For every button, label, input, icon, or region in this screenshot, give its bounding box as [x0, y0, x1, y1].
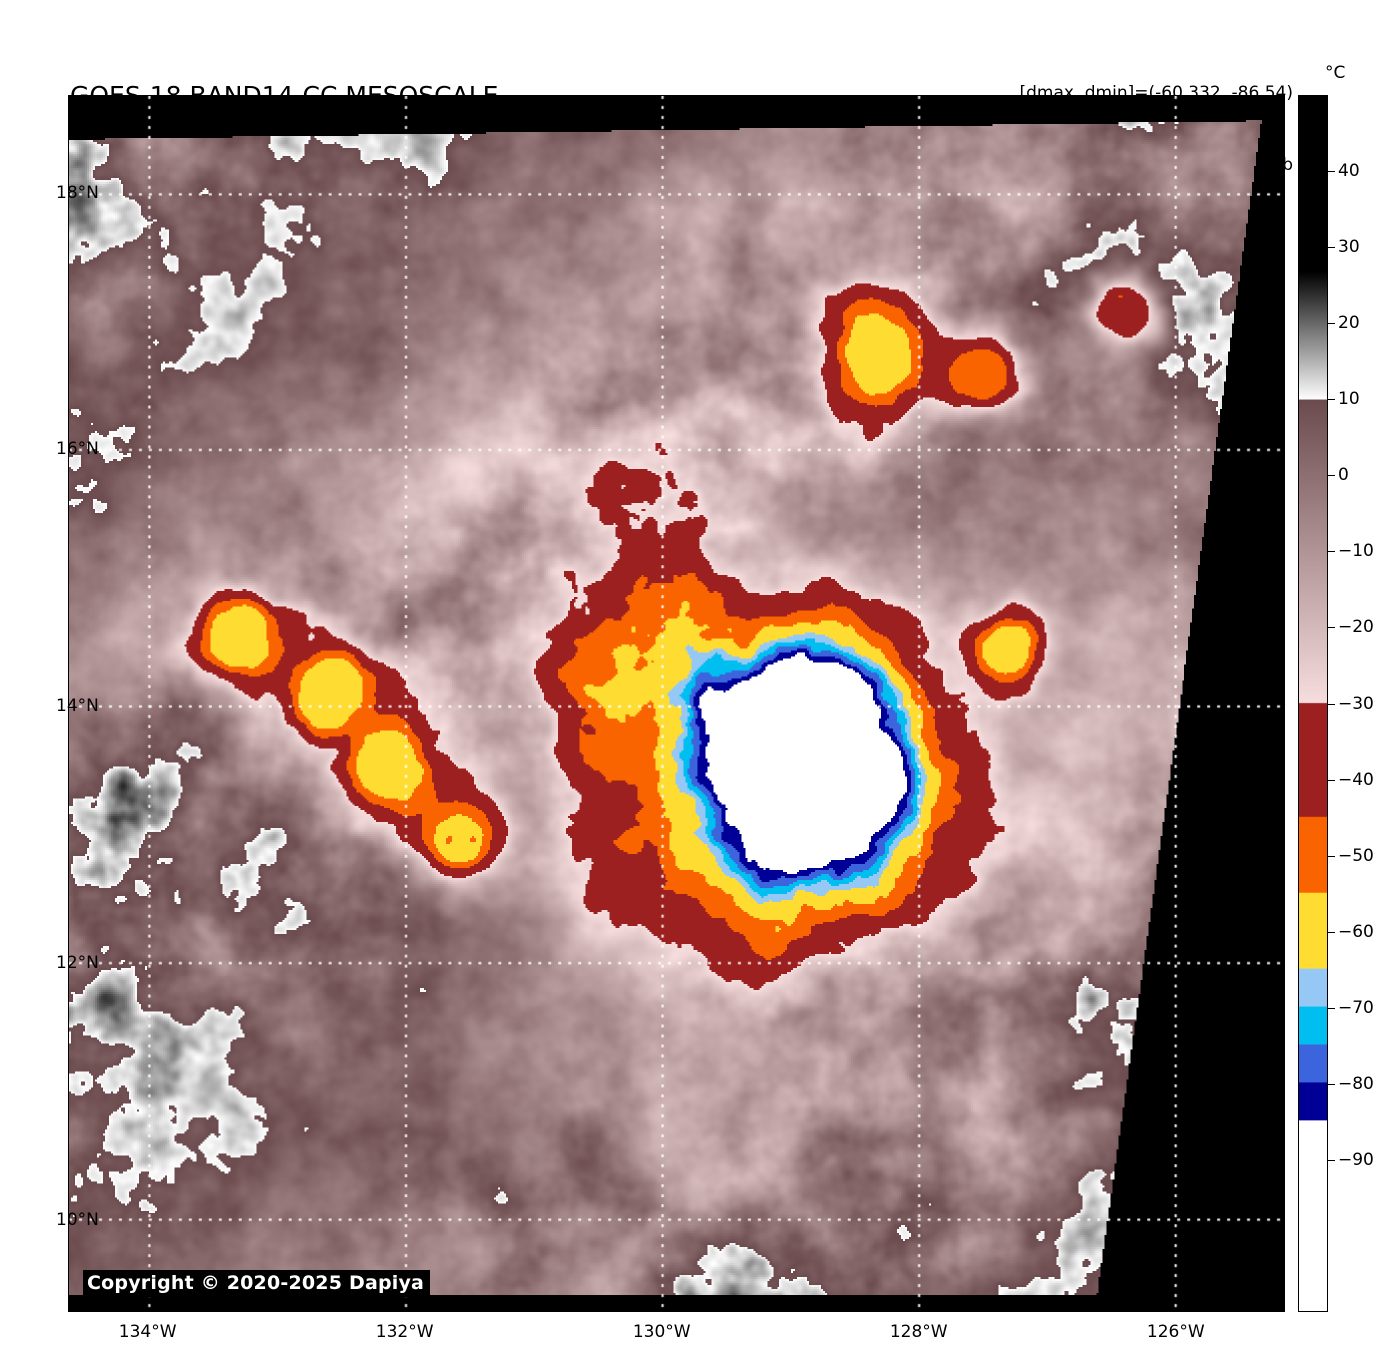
x-axis-tick-3: 128°W: [889, 1322, 948, 1342]
colorbar-tick-7: −30: [1338, 693, 1374, 714]
colorbar-tick-mark-5: [1328, 551, 1335, 553]
y-axis-tick-0: 18°N: [56, 182, 99, 203]
colorbar-tick-6: −20: [1338, 617, 1374, 638]
y-axis-tick-3: 12°N: [56, 952, 99, 973]
satellite-image-plot[interactable]: Copyright © 2020-2025 Dapiya: [68, 95, 1285, 1312]
x-axis-tick-1: 132°W: [375, 1322, 434, 1342]
colorbar-tick-4: 0: [1338, 465, 1349, 486]
x-axis-tick-2: 130°W: [632, 1322, 691, 1342]
colorbar-tick-11: −70: [1338, 997, 1374, 1018]
satellite-imagery-canvas: [69, 96, 1284, 1311]
colorbar-tick-mark-3: [1328, 399, 1335, 401]
colorbar-tick-mark-6: [1328, 627, 1335, 629]
colorbar-tick-mark-0: [1328, 171, 1335, 173]
colorbar-tick-9: −50: [1338, 845, 1374, 866]
colorbar-tick-mark-10: [1328, 931, 1335, 933]
colorbar[interactable]: [1298, 95, 1328, 1312]
colorbar-tick-1: 30: [1338, 237, 1360, 258]
colorbar-tick-mark-7: [1328, 703, 1335, 705]
y-axis-tick-4: 10°N: [56, 1209, 99, 1230]
colorbar-tick-13: −90: [1338, 1149, 1374, 1170]
copyright-watermark: Copyright © 2020-2025 Dapiya: [83, 1270, 431, 1297]
y-axis-tick-1: 16°N: [56, 439, 99, 460]
x-axis-tick-0: 134°W: [118, 1322, 177, 1342]
colorbar-tick-8: −40: [1338, 769, 1374, 790]
colorbar-tick-0: 40: [1338, 161, 1360, 182]
colorbar-tick-mark-1: [1328, 247, 1335, 249]
y-axis-tick-2: 14°N: [56, 696, 99, 717]
colorbar-tick-mark-2: [1328, 323, 1335, 325]
colorbar-unit-label: °C: [1325, 63, 1346, 83]
colorbar-gradient: [1299, 96, 1327, 1311]
colorbar-tick-mark-13: [1328, 1159, 1335, 1161]
colorbar-tick-2: 20: [1338, 313, 1360, 334]
colorbar-tick-3: 10: [1338, 389, 1360, 410]
colorbar-tick-5: −10: [1338, 541, 1374, 562]
colorbar-tick-12: −80: [1338, 1073, 1374, 1094]
colorbar-tick-mark-8: [1328, 779, 1335, 781]
colorbar-tick-mark-12: [1328, 1083, 1335, 1085]
colorbar-tick-10: −60: [1338, 921, 1374, 942]
colorbar-tick-mark-11: [1328, 1007, 1335, 1009]
x-axis-tick-4: 126°W: [1146, 1322, 1205, 1342]
colorbar-tick-mark-9: [1328, 855, 1335, 857]
colorbar-tick-mark-4: [1328, 475, 1335, 477]
